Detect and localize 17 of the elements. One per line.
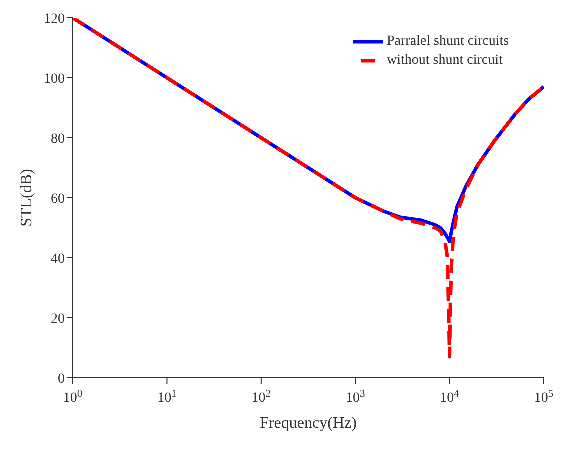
legend-label: Parralel shunt circuits	[387, 34, 510, 50]
y-tick-label: 40	[51, 252, 65, 267]
y-axis-title: STL(dB)	[18, 169, 36, 227]
x-tick-label: 10$^{0}$	[63, 388, 83, 406]
y-tick-label: 0	[58, 372, 65, 387]
y-tick-label: 20	[51, 312, 65, 327]
y-tick-label: 120	[44, 12, 65, 27]
x-tick-label: 10$^{2}$	[252, 388, 272, 406]
x-tick-label: 10$^{5}$	[534, 388, 554, 406]
y-tick-label: 100	[44, 72, 65, 87]
y-tick-label: 80	[51, 132, 65, 147]
legend-label: without shunt circuit	[387, 52, 503, 68]
y-tick-label: 60	[51, 192, 65, 207]
x-tick-label: 10$^{4}$	[440, 388, 460, 406]
x-tick-label: 10$^{1}$	[158, 388, 177, 406]
x-axis-title: Frequency(Hz)	[260, 415, 357, 432]
x-tick-label: 10$^{3}$	[346, 388, 366, 406]
